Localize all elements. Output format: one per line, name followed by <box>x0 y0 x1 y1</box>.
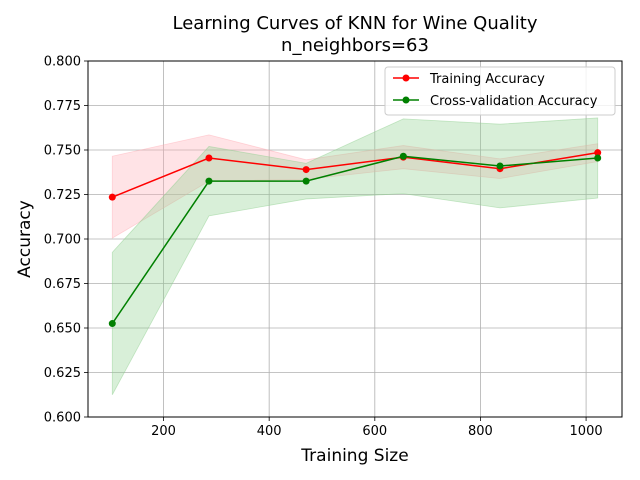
legend: Training Accuracy Cross-validation Accur… <box>384 66 616 116</box>
y-tick-label: 0.700 <box>44 233 81 248</box>
series-1-point <box>205 177 213 185</box>
series-1-point <box>594 154 602 162</box>
series-1-point <box>399 152 407 160</box>
x-tick-label: 800 <box>468 424 493 439</box>
y-tick-label: 0.675 <box>44 277 81 292</box>
legend-training-marker <box>402 74 410 82</box>
y-tick-label: 0.650 <box>44 322 81 337</box>
x-tick-label: 400 <box>257 424 282 439</box>
series-1-std-band <box>111 117 599 395</box>
y-axis-label: Accuracy <box>15 200 35 278</box>
legend-box <box>384 66 616 116</box>
legend-cv-marker <box>402 96 410 104</box>
chart-title: Learning Curves of KNN for Wine Quality <box>173 13 538 34</box>
y-tick-label: 0.625 <box>44 366 81 381</box>
y-tick-label: 0.725 <box>44 188 81 203</box>
series-0-line <box>112 151 598 198</box>
y-tick-label: 0.750 <box>44 144 81 159</box>
y-tick-label: 0.775 <box>44 99 81 114</box>
y-tick-label: 0.800 <box>44 55 81 70</box>
series-1-point <box>496 162 504 170</box>
series-0-point <box>205 154 213 162</box>
series-0-point <box>594 149 602 157</box>
legend-cv-label: Cross-validation Accuracy <box>430 94 598 109</box>
series-1-line <box>111 155 598 324</box>
series-1-point <box>108 320 116 328</box>
axis-ticks: 200 400 600 800 1000 0.600 0.625 0.650 0.675 0.70… <box>44 55 603 440</box>
legend-training-label: Training Accuracy <box>429 72 545 87</box>
series-lines <box>108 149 602 328</box>
x-axis-label: Training Size <box>300 446 408 466</box>
x-tick-label: 600 <box>362 424 387 439</box>
series-0-point <box>108 193 116 201</box>
x-tick-label: 200 <box>151 424 176 439</box>
series-0-point <box>302 166 310 174</box>
x-tick-label: 1000 <box>570 424 603 439</box>
y-tick-label: 0.600 <box>44 411 81 426</box>
series-1-point <box>302 177 310 185</box>
chart-subtitle: n_neighbors=63 <box>281 35 429 56</box>
